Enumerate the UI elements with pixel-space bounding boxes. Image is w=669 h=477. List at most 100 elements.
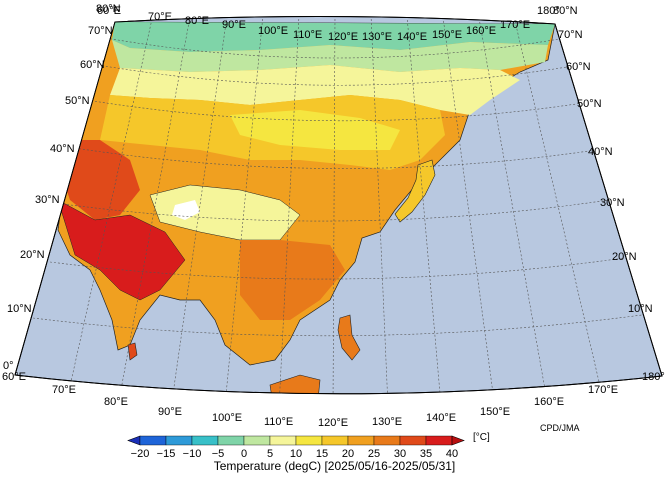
latitude-label: 0° [3,360,14,372]
color-bar-tick-label: 30 [394,448,406,460]
longitude-label: 180° [537,5,560,17]
map-title: Temperature (degC) [2025/05/16-2025/05/3… [213,459,456,473]
color-bar-tick-label: 5 [267,448,273,460]
land-philippines [337,314,361,361]
longitude-label: 100°E [258,25,288,37]
credit-label: CPD/JMA [540,423,580,433]
land-borneo [269,374,321,394]
latitude-label: 70°N [558,29,583,41]
color-bar-segment [321,435,349,446]
color-bar-tick-label: 10 [290,448,302,460]
map-border [14,15,663,395]
color-bar-tick-label: 25 [368,448,380,460]
latitude-label: 50°N [577,98,602,110]
color-bar: −20 −15 −10 −5 0 5 10 15 20 25 30 35 40 [127,435,465,460]
meridian-line [69,18,153,387]
longitude-label: 130°E [372,416,402,428]
land-srilanka [127,342,138,361]
land-southchina [240,240,345,320]
latitude-label: 30°N [600,197,625,209]
longitude-label: 100°E [212,412,242,424]
color-bar-arrow-left [127,435,141,446]
latitude-label: 20°N [20,249,45,261]
longitude-label: 140°E [426,412,456,424]
latitude-label: 10°N [7,303,32,315]
land-north-cool [112,40,548,72]
color-bar-segment [295,435,323,446]
color-bar-tick-label: −20 [131,448,150,460]
color-bar-unit: [°C] [473,432,490,443]
parallel-line [62,199,610,222]
latitude-label: 80°N [96,3,121,15]
longitude-label: 120°E [318,417,348,429]
land-japan [394,159,436,223]
longitude-label: 150°E [432,29,462,41]
parallel-line [32,314,643,337]
longitude-label: 60°E [97,5,121,17]
color-bar-tick-label: 15 [316,448,328,460]
color-bar-segment [347,435,375,446]
longitude-label: 140°E [397,31,427,43]
color-bar-tick-label: 40 [446,448,458,460]
meridian-line [406,16,442,394]
longitude-label: 60°E [2,371,26,383]
longitude-label: 180° [642,371,665,383]
longitude-label: 130°E [362,31,392,43]
land-siberia-mild [110,65,520,115]
color-bar-segment [399,435,427,446]
latitude-label: 60°N [80,59,105,71]
latitude-label: 70°N [88,25,113,37]
color-bar-segment [243,435,271,446]
longitude-label: 160°E [534,396,564,408]
latitude-label: 60°N [566,61,591,73]
color-bar-segment [269,435,297,446]
parallel-line [49,257,625,280]
longitude-label: 90°E [158,406,182,418]
color-bar-arrow-right [451,435,465,446]
meridian-line [370,16,389,394]
latitude-label: 40°N [50,143,75,155]
meridian-line [514,20,601,387]
parallel-line [74,147,597,169]
longitude-label: 70°E [52,384,76,396]
longitude-label: 160°E [466,25,496,37]
color-bar-segment [165,435,193,446]
land-india-hot [57,199,186,301]
color-bar-tick-label: −5 [212,448,225,460]
color-bar-segment [425,435,453,446]
longitude-label: 170°E [500,19,530,31]
land-tibet-snow [172,200,200,220]
latitude-label: 30°N [35,194,60,206]
latitude-labels-left: 0° 10°N 20°N 30°N 40°N 50°N 60°N 70°N 80°N [3,3,121,372]
color-bar-segment [139,435,167,446]
meridian-line [224,16,264,394]
longitude-label: 110°E [293,29,322,41]
latitude-label: 20°N [612,251,637,263]
latitude-labels-right: 10°N 20°N 30°N 40°N 50°N 60°N 70°N 80°N [553,5,653,315]
color-bar-segment [191,435,219,446]
longitude-label: 170°E [588,384,618,396]
longitude-label: 150°E [480,406,510,418]
longitude-label: 70°E [148,11,172,23]
longitude-label: 80°E [104,396,128,408]
land-middleeast-hot [60,140,140,220]
latitude-label: 40°N [588,146,613,158]
parallel-line [105,37,566,59]
longitude-labels-bottom: 60°E 70°E 80°E 90°E 100°E 110°E 120°E 130°E 140°… [2,371,665,429]
meridian-line [332,16,336,394]
color-bar-tick-label: 20 [342,448,354,460]
color-bar-tick-label: −15 [157,448,176,460]
longitude-labels-top: 60°E 70°E 80°E 90°E 100°E 110°E 120°E 130°E 140°… [97,5,560,43]
parallel-line [97,64,574,86]
meridian-line [278,16,300,394]
longitude-label: 120°E [328,31,358,43]
color-bar-segment [373,435,401,446]
color-bar-tick-label: 0 [241,448,247,460]
color-bar-tick-label: −10 [183,448,202,460]
land-mongolia-mild [230,110,400,150]
meridian-line [119,16,191,394]
meridian-line [442,16,495,394]
longitude-label: 110°E [264,416,293,428]
latitude-label: 50°N [65,95,90,107]
